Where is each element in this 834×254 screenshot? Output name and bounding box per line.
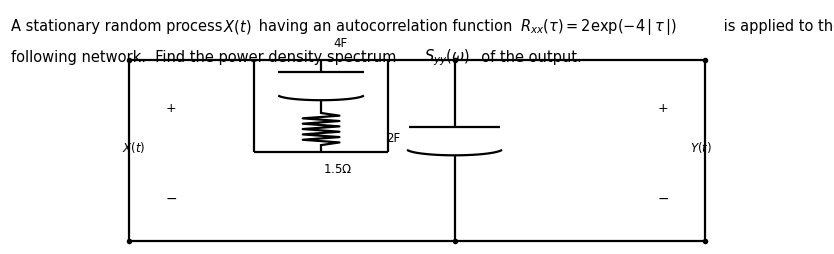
- Text: −: −: [657, 191, 669, 205]
- Text: $R_{xx}(\tau) = 2\exp(-4\,|\,\tau\,|)$: $R_{xx}(\tau) = 2\exp(-4\,|\,\tau\,|)$: [520, 17, 676, 37]
- Text: 4F: 4F: [334, 37, 348, 50]
- Text: $X(t)$: $X(t)$: [122, 140, 145, 155]
- Text: is applied to the: is applied to the: [719, 19, 834, 34]
- Text: having an autocorrelation function: having an autocorrelation function: [254, 19, 522, 34]
- Text: 2F: 2F: [386, 132, 400, 145]
- Text: −: −: [165, 191, 177, 205]
- Text: +: +: [166, 102, 176, 114]
- Text: A stationary random process: A stationary random process: [11, 19, 232, 34]
- Text: $X(t)$: $X(t)$: [223, 18, 251, 36]
- Text: +: +: [658, 102, 668, 114]
- Text: following network.  Find the power density spectrum: following network. Find the power densit…: [11, 50, 405, 65]
- Text: $Y(t)$: $Y(t)$: [690, 140, 711, 155]
- Text: $S_{yy}(\omega)$: $S_{yy}(\omega)$: [424, 47, 470, 67]
- Text: of the output.: of the output.: [472, 50, 582, 65]
- Text: $1.5\Omega$: $1.5\Omega$: [323, 163, 353, 176]
